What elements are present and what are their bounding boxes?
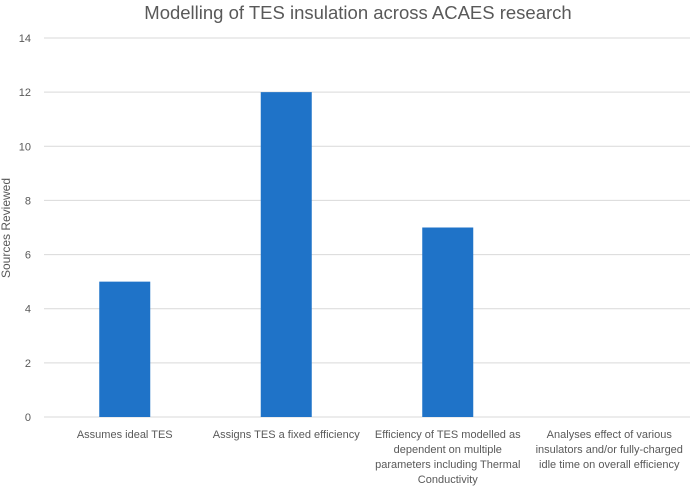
y-tick-label: 2: [25, 358, 31, 370]
y-axis-title: Sources Reviewed: [0, 178, 13, 278]
x-category-label: Assumes ideal TES: [77, 429, 173, 441]
y-tick-label: 0: [25, 412, 31, 424]
bar: [99, 281, 151, 417]
x-category-label: Analyses effect of various insulators and…: [536, 429, 683, 471]
y-tick-label: 12: [19, 87, 31, 99]
y-tick-label: 14: [19, 33, 31, 45]
y-axis-ticks: 0 2 4 6 8 10 12 14: [19, 33, 31, 424]
y-tick-label: 4: [25, 304, 31, 316]
bar: [260, 92, 312, 418]
x-category-label: Assigns TES a fixed efficiency: [213, 429, 360, 441]
gridlines: [44, 37, 690, 418]
x-axis-categories: Assumes ideal TES Assigns TES a fixed eff…: [77, 429, 683, 486]
bars: [99, 92, 474, 418]
y-tick-label: 10: [19, 141, 31, 153]
chart-title: Modelling of TES insulation across ACAES…: [144, 2, 571, 23]
bar: [422, 227, 474, 417]
x-category-label: Efficiency of TES modelled as dependent o…: [375, 429, 521, 486]
y-tick-label: 8: [25, 195, 31, 207]
y-tick-label: 6: [25, 250, 31, 262]
